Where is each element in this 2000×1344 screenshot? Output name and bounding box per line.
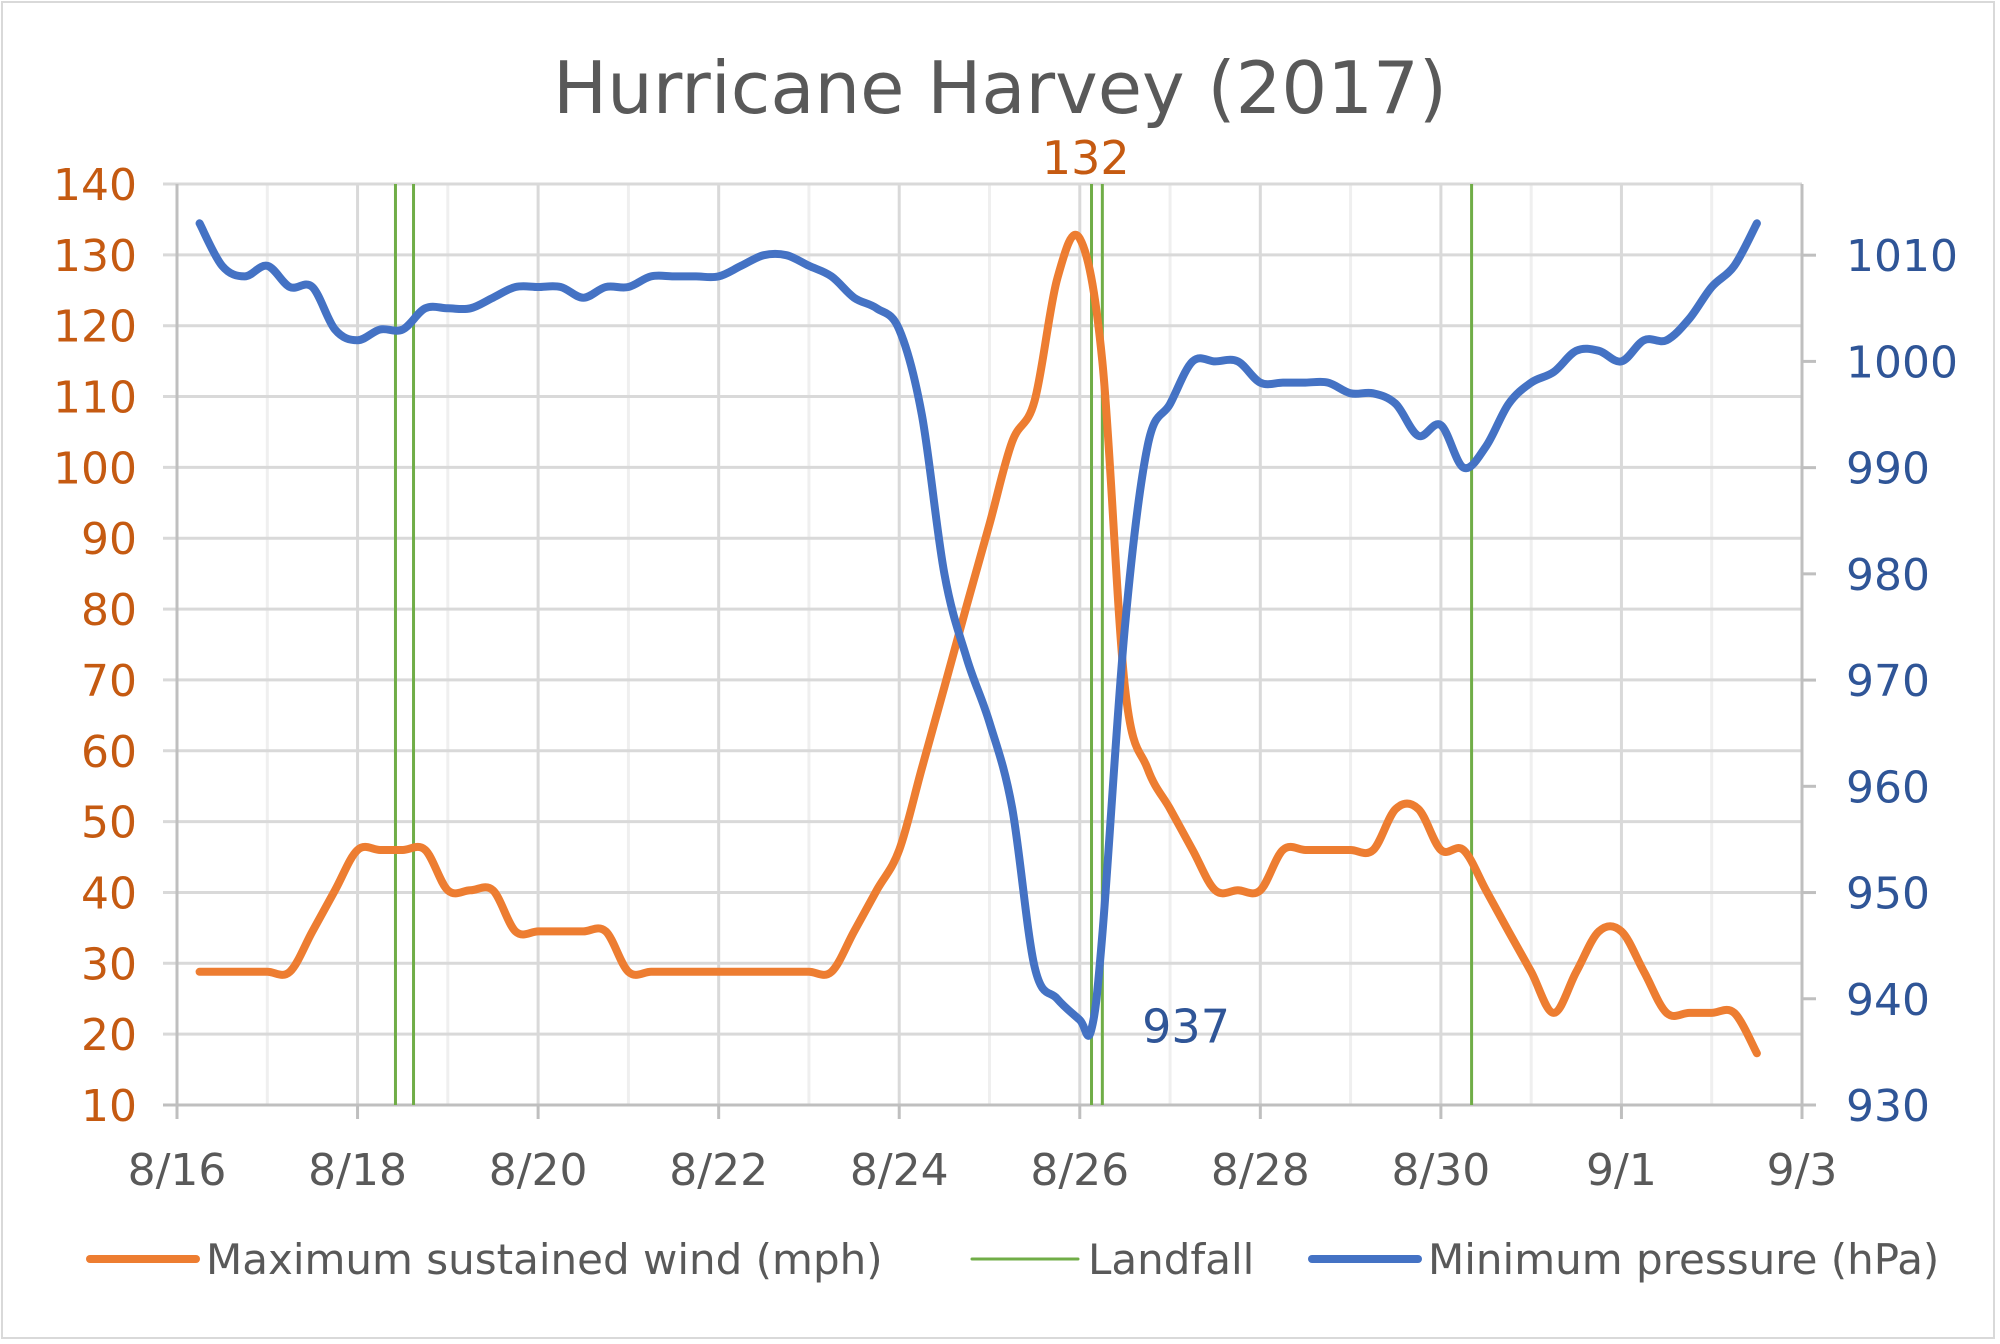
- left-axis-tick-label: 130: [53, 231, 137, 282]
- series-lines: [195, 219, 1761, 1058]
- legend-item-landfall: Landfall: [970, 1235, 1254, 1284]
- x-axis-tick-label: 8/18: [308, 1145, 407, 1196]
- min-pressure-annotation: 937: [1142, 1000, 1230, 1054]
- left-axis-tick-label: 110: [53, 373, 137, 424]
- axes: 10 20 30 40 50 60 70 80 90 100 110 120 130 140 930 940 9…: [53, 160, 1958, 1196]
- x-axis-tick-label: 9/3: [1767, 1145, 1838, 1196]
- right-axis-tick-label: 940: [1846, 975, 1930, 1026]
- left-axis-tick-label: 120: [53, 302, 137, 353]
- left-axis-tick-label: 10: [81, 1081, 137, 1132]
- left-axis-tick-label: 90: [81, 514, 137, 565]
- x-axis-tick-label: 8/24: [850, 1145, 949, 1196]
- right-axis-tick-label: 930: [1846, 1081, 1930, 1132]
- left-axis-tick-label: 70: [81, 656, 137, 707]
- x-axis-tick-label: 8/16: [128, 1145, 227, 1196]
- right-axis-tick-label: 1000: [1846, 337, 1958, 388]
- right-axis-tick-label: 970: [1846, 656, 1930, 707]
- legend-label: Maximum sustained wind (mph): [206, 1235, 883, 1284]
- left-axis-tick-label: 50: [81, 798, 137, 849]
- pressure-series-line: [195, 219, 1761, 1040]
- legend-item-pressure: Minimum pressure (hPa): [1308, 1235, 1939, 1284]
- right-axis-tick-label: 950: [1846, 869, 1930, 920]
- right-axis-tick-label: 1010: [1846, 231, 1958, 282]
- left-axis-tick-label: 30: [81, 939, 137, 990]
- left-axis-tick-label: 140: [53, 160, 137, 211]
- right-axis-tick-label: 980: [1846, 550, 1930, 601]
- left-axis-tick-label: 20: [81, 1010, 137, 1061]
- peak-wind-annotation: 132: [1042, 131, 1130, 185]
- legend-label: Landfall: [1088, 1235, 1254, 1284]
- x-axis-tick-label: 8/22: [669, 1145, 768, 1196]
- left-axis-tick-label: 80: [81, 585, 137, 636]
- x-axis-tick-label: 8/26: [1030, 1145, 1129, 1196]
- landfall-lines: [393, 184, 1474, 1105]
- chart-title: Hurricane Harvey (2017): [553, 46, 1447, 130]
- wind-series-line: [195, 230, 1761, 1058]
- x-axis-tick-label: 9/1: [1586, 1145, 1657, 1196]
- right-axis-tick-label: 990: [1846, 444, 1930, 495]
- x-axis-tick-label: 8/28: [1211, 1145, 1310, 1196]
- annotations: 132 937: [1042, 131, 1230, 1054]
- left-axis-tick-label: 100: [53, 443, 137, 494]
- x-axis-tick-label: 8/20: [489, 1145, 588, 1196]
- legend-label: Minimum pressure (hPa): [1428, 1235, 1939, 1284]
- legend: Maximum sustained wind (mph) Landfall Mini…: [86, 1235, 1939, 1284]
- left-axis-tick-label: 60: [81, 727, 137, 778]
- x-axis-tick-label: 8/30: [1391, 1145, 1490, 1196]
- right-axis-tick-label: 960: [1846, 762, 1930, 813]
- left-axis-tick-label: 40: [81, 868, 137, 919]
- legend-item-wind: Maximum sustained wind (mph): [86, 1235, 883, 1284]
